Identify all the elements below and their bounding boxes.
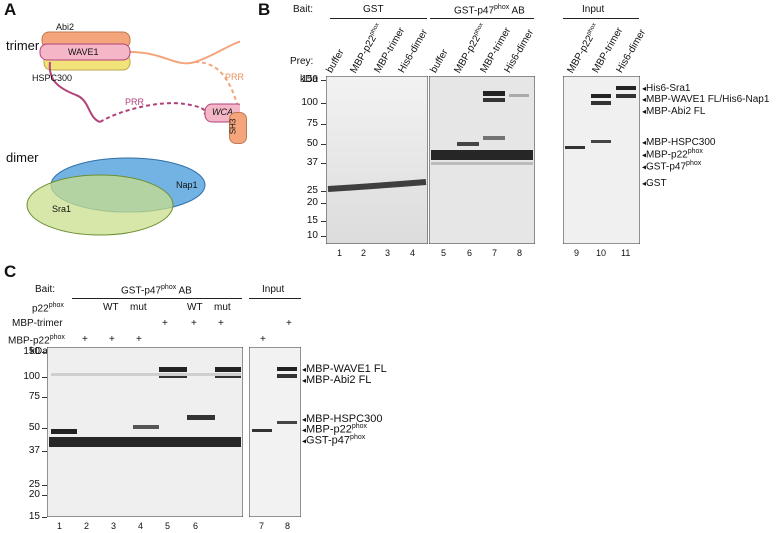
c-marker-15: 15 (28, 511, 40, 522)
c-lane-number-5: 5 (165, 521, 171, 531)
c-band-label-3: ◂MBP-HSPC300 (302, 413, 383, 425)
c-row-label-p22: p22phox (32, 302, 64, 315)
sra1-label: Sra1 (52, 204, 72, 214)
b-prey-label: Prey: (290, 56, 314, 67)
b-band-label-7: ◂GST (642, 178, 667, 189)
b-bait-gst: GST (363, 4, 384, 15)
wave1-label: WAVE1 (68, 47, 99, 57)
c-p22-plus-7: + (260, 334, 266, 345)
b-lane-number-7: 7 (492, 248, 498, 258)
b-band-label-5: ◂MBP-p22phox (642, 148, 703, 161)
b-marker-20: 20 (306, 197, 318, 208)
b-input-label: Input (582, 4, 605, 15)
b-marker-15: 15 (306, 215, 318, 226)
trimer-diagram (39, 31, 240, 123)
b-lane-label-5: buffer (428, 47, 451, 75)
c-marker-25: 25 (28, 479, 40, 490)
c-trimer-plus-4: + (162, 318, 168, 329)
sh3-label: SH3 (228, 118, 238, 135)
b-lane-label-1: buffer (324, 47, 347, 75)
c-marker-100: 100 (23, 371, 40, 382)
b-marker-100: 100 (301, 97, 318, 108)
dimer-label: dimer (6, 150, 39, 165)
prr-right-label: PRR (225, 72, 245, 82)
b-band-label-3: ◂MBP-Abi2 FL (642, 106, 706, 117)
c-p22-plus-1: + (82, 334, 88, 345)
b-marker-150: 150 (301, 74, 318, 85)
c-trimer-plus-8: + (286, 318, 292, 329)
c-p22-plus-2: + (109, 334, 115, 345)
b-band-label-2: ◂MBP-WAVE1 FL/His6-Nap1 (642, 94, 770, 105)
c-lane-number-7: 7 (259, 521, 265, 531)
c-p22-plus-3: + (136, 334, 142, 345)
b-lane-number-8: 8 (517, 248, 523, 258)
c-row-label-trimer: MBP-trimer (12, 318, 63, 329)
nap1-label: Nap1 (176, 180, 198, 190)
c-kda-label: kDa (30, 346, 48, 357)
c-lane-number-8: 8 (285, 521, 291, 531)
b-marker-25: 25 (306, 185, 318, 196)
c-marker-20: 20 (28, 489, 40, 500)
c-p22-wt-2: WT (187, 302, 203, 313)
c-trimer-plus-6: + (218, 318, 224, 329)
c-bait-label: Bait: (35, 284, 56, 295)
c-bait-gstp47: GST-p47phox AB (121, 284, 192, 297)
c-marker-50: 50 (28, 422, 40, 433)
c-gel-input (249, 347, 301, 517)
b-band-label-1: ◂His6-Sra1 (642, 83, 691, 94)
wave1-shape (39, 43, 131, 61)
c-gel-ab (47, 347, 243, 517)
b-lane-number-1: 1 (337, 248, 343, 258)
b-gel-ab (429, 76, 535, 244)
c-p22-wt-1: WT (103, 302, 119, 313)
b-kda-label: kDa (300, 74, 318, 85)
b-marker-50: 50 (306, 138, 318, 149)
b-gel-input (563, 76, 640, 244)
wca-label: WCA (212, 107, 233, 117)
c-band-label-2: ◂MBP-Abi2 FL (302, 374, 372, 386)
c-lane-number-6: 6 (193, 521, 199, 531)
abi2-label: Abi2 (56, 22, 75, 32)
c-p22-mut-2: mut (214, 302, 231, 313)
c-marker-150: 150 (23, 346, 40, 357)
b-lane-number-10: 10 (596, 248, 607, 258)
b-lane-number-6: 6 (467, 248, 473, 258)
b-lane-number-9: 9 (574, 248, 580, 258)
panel-c-letter: C (4, 262, 17, 281)
c-marker-75: 75 (28, 391, 40, 402)
c-input-label: Input (262, 284, 285, 295)
b-band-label-4: ◂MBP-HSPC300 (642, 137, 716, 148)
b-marker-37: 37 (306, 157, 318, 168)
b-lane-number-3: 3 (385, 248, 391, 258)
c-band-label-5: ◂GST-p47phox (302, 434, 366, 447)
b-lane-number-5: 5 (441, 248, 447, 258)
c-p22-mut-1: mut (130, 302, 147, 313)
c-band-label-1: ◂MBP-WAVE1 FL (302, 363, 387, 375)
b-bait-label: Bait: (293, 4, 314, 15)
c-row-label-mbp-p22: MBP-p22phox (8, 334, 65, 347)
c-lane-number-4: 4 (138, 521, 144, 531)
b-marker-10: 10 (306, 230, 318, 241)
panel-b-letter: B (258, 0, 271, 19)
b-band-label-6: ◂GST-p47phox (642, 160, 702, 173)
c-marker-37: 37 (28, 445, 40, 456)
panel-a-letter: A (4, 0, 17, 19)
b-marker-75: 75 (306, 118, 318, 129)
trimer-label: trimer (6, 38, 40, 53)
b-bait-gstp47: GST-p47phox AB (454, 4, 525, 17)
c-trimer-plus-5: + (191, 318, 197, 329)
b-gel-gst (326, 76, 428, 244)
c-lane-number-1: 1 (57, 521, 63, 531)
c-band-label-4: ◂MBP-p22phox (302, 423, 368, 436)
b-lane-number-2: 2 (361, 248, 367, 258)
hspc300-label: HSPC300 (32, 73, 73, 83)
prr-left-label: PRR (125, 97, 145, 107)
b-lane-number-11: 11 (621, 248, 631, 258)
dimer-diagram (26, 157, 206, 236)
c-lane-number-2: 2 (84, 521, 90, 531)
sh3-shape (229, 112, 247, 144)
b-lane-number-4: 4 (410, 248, 416, 258)
c-lane-number-3: 3 (111, 521, 117, 531)
